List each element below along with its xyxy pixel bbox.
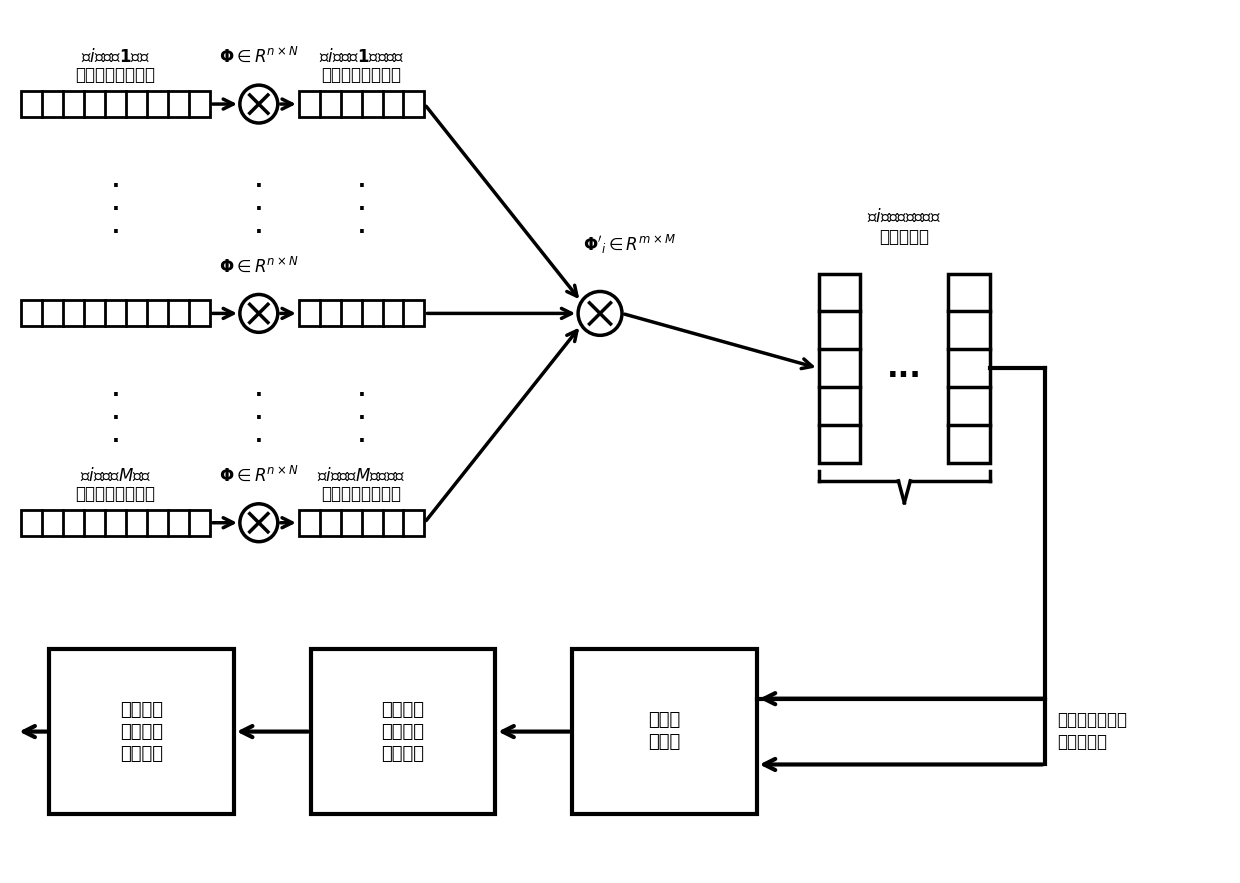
Text: ·
·
·: · · · — [255, 176, 263, 242]
Text: ...: ... — [887, 354, 921, 382]
Bar — [299, 91, 424, 117]
Text: 节点压缩采样数据: 节点压缩采样数据 — [321, 485, 402, 502]
Text: $\mathbf{\Phi} \in R^{n \times N}$: $\mathbf{\Phi} \in R^{n \times N}$ — [218, 256, 299, 275]
Text: 第$i$个簇头节点的本: 第$i$个簇头节点的本 — [868, 208, 941, 226]
Circle shape — [239, 504, 278, 541]
Text: $\mathbf{\Phi} \in R^{n \times N}$: $\mathbf{\Phi} \in R^{n \times N}$ — [218, 47, 299, 66]
Circle shape — [578, 291, 622, 336]
Text: $\mathbf{\Phi}'_i \in R^{m \times M}$: $\mathbf{\Phi}'_i \in R^{m \times M}$ — [584, 232, 677, 255]
Text: 感器节点原始数据: 感器节点原始数据 — [76, 66, 156, 84]
Text: ·
·
·: · · · — [357, 176, 366, 242]
Circle shape — [239, 294, 278, 332]
Text: $\mathbf{\Phi} \in R^{n \times N}$: $\mathbf{\Phi} \in R^{n \times N}$ — [218, 465, 299, 485]
Text: 线性网: 线性网 — [649, 711, 681, 728]
Text: 压缩感知: 压缩感知 — [120, 700, 164, 719]
Circle shape — [239, 85, 278, 123]
Text: 压缩感知: 压缩感知 — [382, 700, 424, 719]
Bar — [21, 509, 210, 536]
Bar — [299, 509, 424, 536]
Text: 节点的数据: 节点的数据 — [1056, 733, 1107, 751]
Bar — [21, 91, 210, 117]
Text: ·
·
·: · · · — [112, 385, 119, 451]
Text: 感器节点原始数据: 感器节点原始数据 — [76, 485, 156, 502]
Text: 第$i$个簇第1个传感器: 第$i$个簇第1个传感器 — [319, 49, 404, 66]
Bar — [299, 300, 424, 327]
Bar — [949, 274, 991, 463]
Bar — [21, 300, 210, 327]
Text: ·
·
·: · · · — [357, 385, 366, 451]
Text: 间维度）: 间维度） — [120, 744, 164, 763]
Text: 间维度）: 间维度） — [382, 744, 424, 763]
Bar — [311, 649, 495, 814]
Text: 第$i$个簇第$M$个传: 第$i$个簇第$M$个传 — [79, 467, 151, 485]
Text: 第$i$个簇第$M$个传感器: 第$i$个簇第$M$个传感器 — [317, 467, 405, 485]
Text: 簇压缩数据: 簇压缩数据 — [879, 228, 929, 245]
Text: ·
·
·: · · · — [255, 385, 263, 451]
Text: ·
·
·: · · · — [112, 176, 119, 242]
Bar — [818, 274, 861, 463]
Bar — [572, 649, 756, 814]
Text: 节点压缩采样数据: 节点压缩采样数据 — [321, 66, 402, 84]
Text: 第$i$个簇第1个传: 第$i$个簇第1个传 — [82, 49, 150, 66]
Bar — [50, 649, 234, 814]
Text: 重建（时: 重建（时 — [120, 722, 164, 741]
Text: 络编码: 络编码 — [649, 733, 681, 751]
Text: 来自于其他簇头: 来自于其他簇头 — [1056, 711, 1127, 728]
Text: 重建（空: 重建（空 — [382, 722, 424, 741]
